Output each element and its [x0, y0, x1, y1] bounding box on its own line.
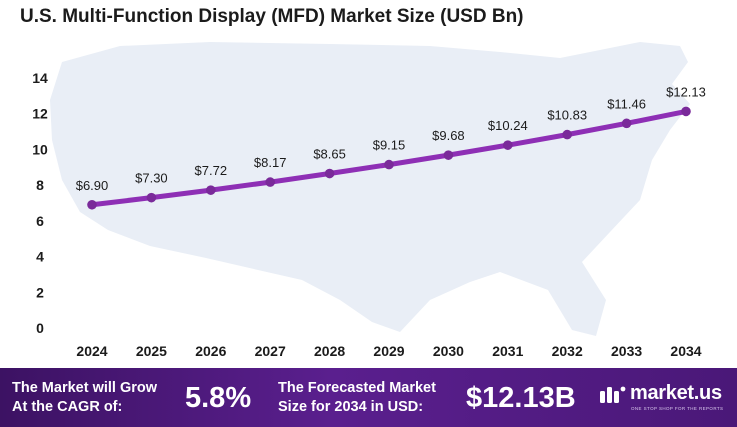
data-label: $8.65: [313, 147, 346, 162]
data-label: $12.13: [666, 84, 706, 99]
brand-tagline: ONE STOP SHOP FOR THE REPORTS: [631, 406, 724, 411]
chart-title: U.S. Multi-Function Display (MFD) Market…: [20, 6, 524, 27]
data-point: [324, 168, 335, 179]
brand-logo[interactable]: market.us ONE STOP SHOP FOR THE REPORTS: [600, 381, 730, 415]
brand-name: market.us: [630, 382, 722, 404]
data-point: [503, 140, 513, 150]
x-tick-label: 2024: [76, 343, 107, 359]
data-label: $9.68: [432, 128, 465, 143]
x-tick-label: 2029: [373, 343, 404, 359]
y-axis: 0 2 4 6 8 10 12 14: [32, 70, 48, 336]
data-point: [87, 199, 97, 210]
x-tick-label: 2031: [492, 343, 523, 359]
forecast-label: The Forecasted Market Size for 2034 in U…: [278, 379, 436, 417]
x-tick-label: 2025: [136, 343, 167, 359]
y-tick-label: 10: [32, 141, 48, 157]
x-tick-label: 2033: [611, 343, 642, 359]
forecast-label-line2: Size for 2034 in USD:: [278, 399, 424, 415]
data-label: $10.83: [547, 108, 587, 123]
cagr-label: The Market will Grow At the CAGR of:: [12, 379, 157, 417]
y-tick-label: 12: [32, 106, 48, 122]
y-tick-label: 14: [32, 70, 48, 86]
data-label: $7.30: [135, 171, 168, 186]
data-label: $7.72: [195, 163, 228, 178]
y-tick-label: 8: [36, 177, 44, 193]
data-point: [265, 177, 276, 187]
market-us-logo-icon: [600, 386, 626, 403]
forecast-value: $12.13B: [466, 382, 576, 414]
y-tick-label: 4: [36, 249, 44, 265]
footer-banner: The Market will Grow At the CAGR of: 5.8…: [0, 368, 737, 427]
data-point: [443, 150, 454, 160]
series-points: [87, 106, 691, 210]
y-tick-label: 6: [36, 213, 44, 229]
cagr-value: 5.8%: [185, 382, 252, 414]
data-point: [562, 129, 572, 140]
x-tick-label: 2032: [552, 343, 583, 359]
forecast-label-line1: The Forecasted Market: [278, 380, 436, 396]
data-point: [621, 118, 632, 129]
cagr-label-line1: The Market will Grow: [12, 380, 158, 396]
y-tick-label: 0: [36, 320, 44, 336]
cagr-label-line2: At the CAGR of:: [12, 399, 123, 415]
data-point: [206, 185, 216, 195]
data-point: [146, 192, 157, 203]
x-tick-label: 2027: [255, 343, 286, 359]
data-label: $8.17: [254, 155, 287, 170]
data-point: [384, 159, 394, 170]
data-label: $11.46: [607, 96, 646, 111]
data-point: [681, 106, 691, 117]
background-map: [50, 42, 690, 336]
line-chart: 0 2 4 6 8 10 12 14 2024 2025 2026 2027 2028 2029 2030…: [32, 42, 706, 359]
y-tick-label: 2: [36, 284, 44, 300]
data-label: $10.24: [488, 118, 528, 133]
x-tick-label: 2030: [433, 343, 464, 359]
x-axis: 2024 2025 2026 2027 2028 2029 2030 2031 2032 2033…: [76, 343, 701, 359]
us-map-silhouette: [50, 42, 690, 336]
x-tick-label: 2034: [670, 343, 701, 359]
data-labels: $6.90 $7.30 $7.72 $8.17 $8.65 $9.15 $9.68 $10.2…: [76, 84, 706, 192]
x-tick-label: 2026: [195, 343, 226, 359]
data-label: $6.90: [76, 178, 109, 193]
data-label: $9.15: [373, 138, 406, 153]
x-tick-label: 2028: [314, 343, 345, 359]
